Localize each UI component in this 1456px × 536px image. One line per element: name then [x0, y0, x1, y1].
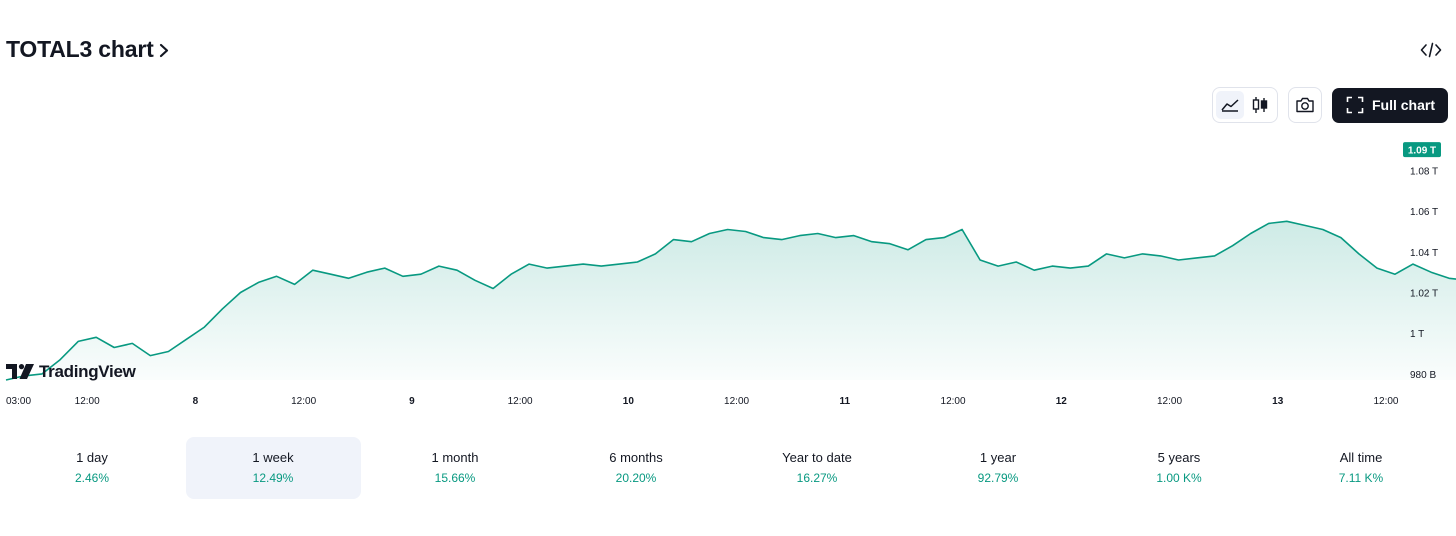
period-label: 1 week — [252, 450, 294, 465]
period-label: 6 months — [609, 450, 663, 465]
camera-icon — [1296, 97, 1314, 113]
period-label: 1 year — [979, 450, 1017, 465]
x-tick-label: 12:00 — [1373, 396, 1398, 407]
x-tick-label: 03:00 — [6, 396, 31, 407]
period-tab[interactable]: 1 month 15.66% — [368, 437, 543, 499]
y-tick-label: 1 T — [1410, 329, 1424, 340]
area-chart[interactable]: 1.08 T 1.06 T 1.04 T 1.02 T 1 T 980 B 03:00 12… — [0, 130, 1456, 420]
period-change-value: 2.46% — [74, 471, 110, 485]
fullscreen-icon — [1346, 96, 1364, 114]
y-tick-label: 1.04 T — [1410, 248, 1438, 259]
period-tab[interactable]: Year to date 16.27% — [730, 437, 905, 499]
area-fill — [6, 221, 1456, 380]
period-label: All time — [1339, 450, 1383, 465]
period-selector: 1 day 2.46% 1 week 12.49% 1 month 15.66% 6 mon… — [0, 437, 1456, 499]
y-tick-label: 980 B — [1410, 370, 1436, 381]
x-tick-label: 12 — [1056, 396, 1068, 407]
full-chart-label: Full chart — [1371, 97, 1435, 113]
period-change-value: 15.66% — [434, 471, 476, 485]
period-change-value: 92.79% — [977, 471, 1019, 485]
x-tick-label: 13 — [1272, 396, 1284, 407]
tradingview-logo-text: TradingView — [39, 362, 136, 381]
period-change-value: 20.20% — [615, 471, 657, 485]
y-tick-label: 1.08 T — [1410, 166, 1438, 177]
period-tab[interactable]: 6 months 20.20% — [549, 437, 724, 499]
y-tick-label: 1.02 T — [1410, 289, 1438, 300]
period-tab[interactable]: 1 week 12.49% — [185, 437, 361, 499]
chart-title-link[interactable]: TOTAL3 chart — [6, 36, 170, 63]
period-label: 1 day — [76, 450, 108, 465]
x-tick-label: 9 — [409, 396, 415, 407]
area-chart-icon — [1221, 99, 1239, 112]
x-tick-label: 12:00 — [724, 396, 749, 407]
last-value-badge — [1403, 142, 1441, 158]
period-change-value: 1.00 K% — [1156, 471, 1202, 485]
candlestick-chart-button[interactable] — [1246, 91, 1274, 119]
x-tick-label: 12:00 — [75, 396, 100, 407]
chart-type-switcher — [1211, 87, 1278, 123]
code-embed-icon[interactable] — [1420, 40, 1442, 60]
period-tab[interactable]: 5 years 1.00 K% — [1092, 437, 1267, 499]
page-title: TOTAL3 chart — [6, 36, 154, 62]
chart-toolbar: Full chart — [1211, 87, 1448, 123]
period-tab[interactable]: All time 7.11 K% — [1274, 437, 1449, 499]
period-tab[interactable]: 1 day 2.46% — [5, 437, 180, 499]
x-tick-label: 12:00 — [1157, 396, 1182, 407]
snapshot-button[interactable] — [1287, 87, 1322, 123]
y-tick-label: 1.06 T — [1410, 207, 1438, 218]
x-tick-label: 8 — [193, 396, 199, 407]
x-tick-label: 12:00 — [508, 396, 533, 407]
last-value-label: 1.09 T — [1408, 146, 1436, 157]
x-tick-label: 11 — [840, 396, 851, 407]
full-chart-button[interactable]: Full chart — [1331, 87, 1448, 123]
tradingview-logo[interactable]: TradingView — [6, 362, 136, 382]
period-label: 1 month — [431, 450, 479, 465]
series-line — [5, 220, 1456, 381]
chart-area[interactable]: 1.08 T 1.06 T 1.04 T 1.02 T 1 T 980 B 03:00 12… — [0, 130, 1456, 420]
x-tick-label: 12:00 — [291, 396, 316, 407]
period-change-value: 16.27% — [796, 471, 838, 485]
chevron-right-icon — [159, 43, 168, 57]
x-tick-label: 12:00 — [941, 396, 966, 407]
period-label: 5 years — [1157, 450, 1201, 465]
period-label: Year to date — [782, 450, 852, 465]
candlestick-icon — [1252, 97, 1268, 113]
period-tab[interactable]: 1 year 92.79% — [911, 437, 1086, 499]
area-chart-button[interactable] — [1215, 91, 1244, 119]
x-tick-label: 10 — [623, 396, 635, 407]
period-change-value: 12.49% — [252, 471, 294, 485]
tradingview-logo-icon — [6, 364, 34, 379]
period-change-value: 7.11 K% — [1338, 471, 1384, 485]
